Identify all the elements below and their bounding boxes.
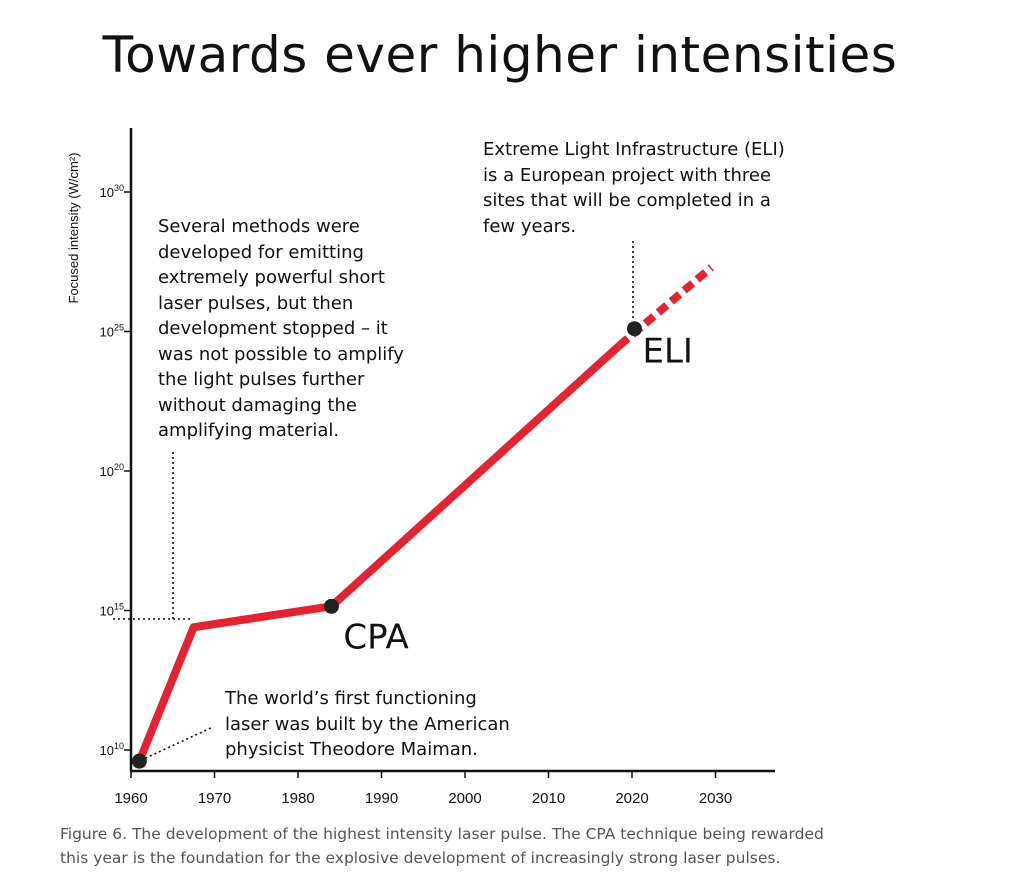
point-label: ELI [643,332,693,372]
y-tick-label: 1015 [100,602,124,619]
data-point [323,598,339,614]
annotation-maiman: The world’s first functioning laser was … [225,688,510,760]
x-tick-label: 2010 [532,790,565,807]
x-tick-label: 1980 [281,790,314,807]
x-tick-label: 1960 [114,790,147,807]
chart-title: Towards ever higher intensities [102,26,898,84]
y-tick-label: 1010 [100,741,124,758]
annotation-eli: Extreme Light Infrastructure (ELI) is a … [483,139,785,237]
data-point [131,753,147,769]
x-tick-label: 1990 [365,790,398,807]
x-tick-label: 1970 [198,790,231,807]
x-tick-label: 2030 [699,790,732,807]
series-line-actual [135,342,623,763]
y-axis-label: Focused intensity (W/cm²) [66,153,81,304]
y-tick-label: 1020 [100,462,124,479]
data-point [627,321,643,337]
point-label: CPA [343,617,408,657]
y-tick-label: 1025 [100,323,124,340]
x-tick-label: 2020 [615,790,648,807]
y-tick-label: 1030 [100,183,124,200]
annotation-stall: Several methods were developed for emitt… [158,216,404,441]
x-tick-label: 2000 [448,790,481,807]
figure-caption: Figure 6. The development of the highest… [60,825,824,867]
